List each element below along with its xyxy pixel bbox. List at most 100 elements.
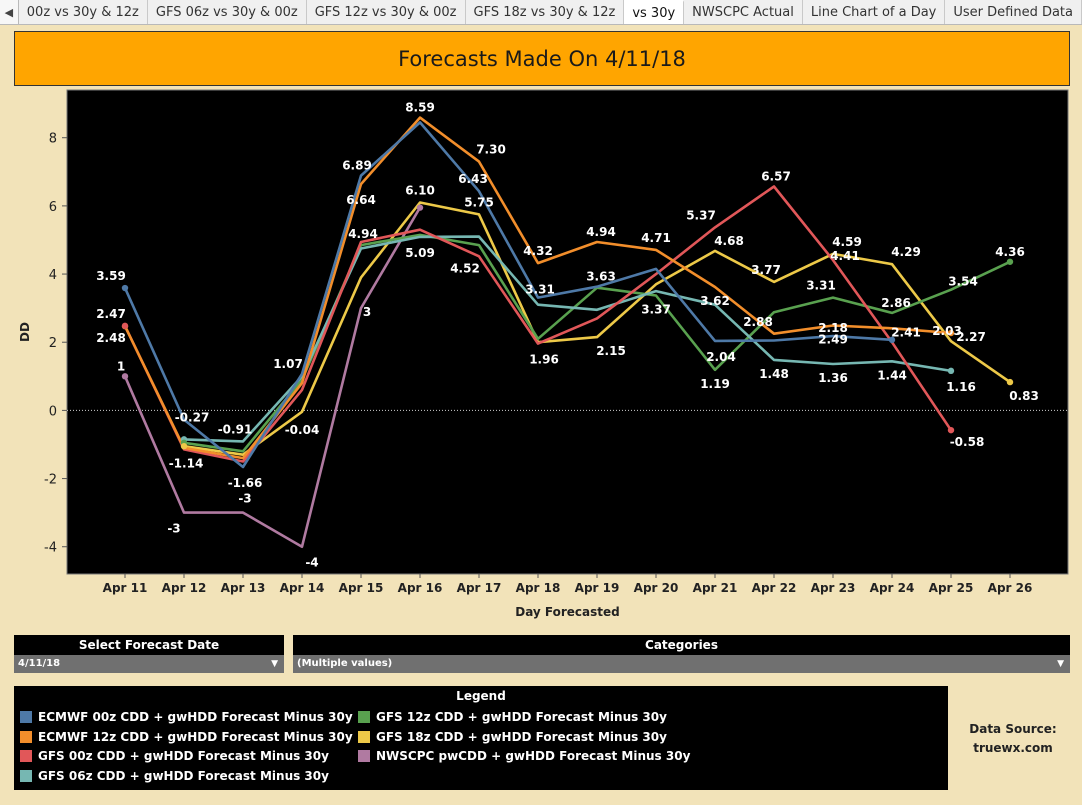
y-tick-label: -4 [44, 541, 57, 556]
data-source: Data Source: truewx.com [958, 720, 1068, 758]
x-tick-label: Apr 11 [103, 581, 148, 595]
categories-label: Categories [293, 635, 1070, 655]
x-tick-label: Apr 12 [162, 581, 207, 595]
data-label: 3.62 [700, 294, 730, 308]
legend-item-label: GFS 06z CDD + gwHDD Forecast Minus 30y [38, 769, 329, 783]
data-label: 4.52 [450, 261, 480, 275]
categories-value: (Multiple values) [297, 658, 393, 669]
data-label: 2.88 [743, 315, 773, 329]
forecast-date-label: Select Forecast Date [14, 635, 284, 655]
legend-swatch [20, 750, 32, 762]
categories-dropdown[interactable]: (Multiple values) ▼ [293, 655, 1070, 673]
data-label: 0.83 [1009, 389, 1039, 403]
x-tick-label: Apr 22 [752, 581, 797, 595]
y-tick-label: -2 [44, 473, 57, 488]
x-tick-label: Apr 26 [988, 581, 1033, 595]
legend-item-ecmwf-00z[interactable]: ECMWF 00z CDD + gwHDD Forecast Minus 30y [20, 710, 353, 724]
data-label: 1.36 [818, 371, 848, 385]
tab-gfs-06z-vs-30y-00z[interactable]: GFS 06z vs 30y & 00z [147, 0, 307, 24]
chevron-left-icon: ◀ [4, 5, 14, 19]
data-label: -1.14 [169, 456, 204, 470]
legend-item-ecmwf-12z[interactable]: ECMWF 12z CDD + gwHDD Forecast Minus 30y [20, 730, 353, 744]
x-tick-label: Apr 24 [870, 581, 915, 595]
tab-nwscpc-actual[interactable]: NWSCPC Actual [684, 0, 803, 24]
data-label: 4.68 [714, 234, 744, 248]
data-label: 3.77 [751, 263, 781, 277]
data-label: 3 [363, 305, 371, 319]
tab-gfs-12z-vs-30y-00z[interactable]: GFS 12z vs 30y & 00z [306, 0, 466, 24]
series-line [183, 201, 1011, 456]
forecast-date-dropdown[interactable]: 4/11/18 ▼ [14, 655, 284, 673]
data-label: 2.41 [891, 325, 921, 339]
y-tick-label: 0 [49, 404, 57, 419]
x-tick-label: Apr 21 [693, 581, 738, 595]
legend-item-nwscpc[interactable]: NWSCPC pwCDD + gwHDD Forecast Minus 30y [358, 749, 690, 763]
data-label: 4.29 [891, 245, 921, 259]
legend-swatch [20, 770, 32, 782]
forecast-date-value: 4/11/18 [18, 658, 61, 669]
legend-swatch [358, 731, 370, 743]
data-label: 4.41 [830, 249, 860, 263]
legend-item-gfs-18z[interactable]: GFS 18z CDD + gwHDD Forecast Minus 30y [358, 730, 667, 744]
data-label: 4.94 [586, 225, 616, 239]
data-label: 2.18 [818, 321, 848, 335]
dropdown-arrow-icon: ▼ [1057, 659, 1064, 669]
data-label: 4.59 [832, 235, 862, 249]
data-label: -0.58 [950, 435, 985, 449]
data-label: -0.04 [285, 423, 320, 437]
data-label: 3.59 [96, 269, 126, 283]
x-tick-label: Apr 19 [575, 581, 620, 595]
data-label: 2.27 [956, 330, 986, 344]
data-label: -3 [167, 522, 180, 536]
data-label: 4.36 [995, 245, 1025, 259]
legend-item-gfs-12z[interactable]: GFS 12z CDD + gwHDD Forecast Minus 30y [358, 710, 667, 724]
data-label: 5.09 [405, 246, 435, 260]
line-chart: -4 -2 0 2 4 6 8 Apr 11 Apr 12 Apr 13 Apr 14 Apr 15 A… [18, 89, 1069, 619]
data-label: 4.71 [641, 231, 671, 245]
data-label: 2.03 [932, 324, 962, 338]
data-label: 6.10 [405, 183, 435, 197]
y-tick-label: 4 [49, 268, 57, 283]
x-tick-label: Apr 18 [516, 581, 561, 595]
legend: Legend ECMWF 00z CDD + gwHDD Forecast Mi… [14, 686, 948, 790]
series-line [123, 116, 952, 460]
data-label: -0.91 [218, 422, 253, 436]
data-label: -0.27 [175, 411, 210, 425]
legend-item-gfs-06z[interactable]: GFS 06z CDD + gwHDD Forecast Minus 30y [20, 769, 329, 783]
dropdown-arrow-icon: ▼ [271, 659, 278, 669]
data-label: 1.19 [700, 377, 730, 391]
data-label: -3 [238, 492, 251, 506]
data-label: 5.75 [464, 195, 494, 209]
data-source-link[interactable]: truewx.com [973, 741, 1053, 755]
series-line [123, 206, 422, 548]
data-label: 3.31 [525, 283, 555, 297]
data-label: 3.63 [586, 270, 616, 284]
data-point [888, 336, 896, 344]
data-label: 2.48 [96, 331, 126, 345]
data-point [416, 204, 424, 211]
tab-00z-vs-30y-12z[interactable]: 00z vs 30y & 12z [18, 0, 148, 24]
tab-gfs-18z-vs-30y-12z[interactable]: GFS 18z vs 30y & 12z [465, 0, 625, 24]
data-label: 5.37 [686, 208, 716, 222]
data-label: 6.64 [346, 193, 376, 207]
x-tick-label: Apr 17 [457, 581, 502, 595]
x-tick-label: Apr 16 [398, 581, 443, 595]
x-tick-label: Apr 15 [339, 581, 384, 595]
legend-swatch [358, 750, 370, 762]
tab-scroll-left-button[interactable]: ◀ [0, 0, 19, 24]
legend-item-label: NWSCPC pwCDD + gwHDD Forecast Minus 30y [376, 749, 691, 763]
data-label: 1.44 [877, 368, 907, 382]
tab-vs-30y[interactable]: vs 30y [624, 0, 685, 24]
data-point [947, 426, 955, 434]
tab-user-defined-data[interactable]: User Defined Data [945, 0, 1082, 24]
data-label: -4 [305, 556, 318, 570]
data-point [121, 284, 129, 292]
data-label: 4.94 [348, 227, 378, 241]
series-line [183, 235, 952, 443]
legend-item-gfs-00z[interactable]: GFS 00z CDD + gwHDD Forecast Minus 30y [20, 749, 329, 763]
data-label: 2.15 [596, 344, 626, 358]
x-axis-label: Day Forecasted [515, 605, 620, 619]
data-label: 1.48 [759, 367, 789, 381]
tab-line-chart-of-a-day[interactable]: Line Chart of a Day [802, 0, 946, 24]
data-label: 1 [117, 359, 125, 373]
